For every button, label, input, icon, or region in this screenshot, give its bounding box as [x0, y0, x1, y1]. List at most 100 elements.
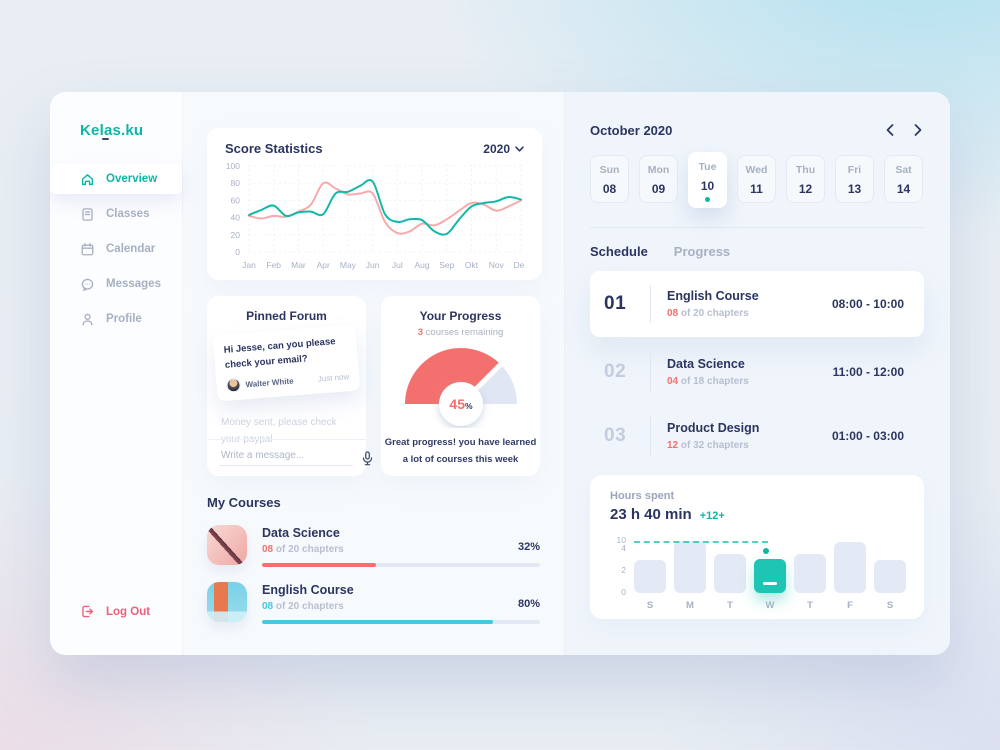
svg-text:80: 80 [231, 178, 241, 188]
message-input[interactable] [219, 450, 353, 466]
day-name: Wed [745, 164, 768, 176]
profile-icon [80, 312, 95, 327]
score-line-chart: 100 80 60 40 20 0 Jan Feb Mar Apr May Jun Jul Aug Sep O… [225, 156, 529, 277]
course-row[interactable]: Data Science 08 of 20 chapters 32% [207, 525, 540, 567]
day-name: Sat [895, 164, 912, 176]
logo-underline [102, 138, 109, 140]
schedule-item-title: Product Design [667, 421, 760, 435]
schedule-item-title: Data Science [667, 357, 745, 371]
day-card-wed[interactable]: Wed 11 [737, 155, 776, 203]
hours-y-tick: 4 [621, 543, 626, 553]
prev-month-button[interactable] [884, 122, 896, 138]
svg-text:20: 20 [231, 230, 241, 240]
day-card-sat[interactable]: Sat 14 [884, 155, 923, 203]
schedule-item[interactable]: 01 English Course 08 of 20 chapters 08:0… [590, 271, 924, 337]
course-name: Data Science [262, 526, 340, 540]
forum-note: Hi Jesse, can you please check your emai… [212, 324, 361, 402]
hours-total: 23 h 40 min [610, 506, 692, 523]
course-row[interactable]: English Course 08 of 20 chapters 80% [207, 582, 540, 624]
schedule-item-time: 01:00 - 03:00 [831, 429, 904, 443]
hours-target-dot [763, 548, 769, 554]
next-month-button[interactable] [912, 122, 924, 138]
hours-y-tick: 2 [621, 565, 626, 575]
day-card-fri[interactable]: Fri 13 [835, 155, 874, 203]
app-logo-text: Kelas.ku [80, 122, 144, 139]
hours-bar-chart: 10 4 2 0 S M T W T F S [610, 531, 906, 611]
schedule-item-number: 01 [604, 293, 627, 314]
pinned-forum-title: Pinned Forum [246, 309, 327, 323]
hours-day-label: T [807, 600, 813, 611]
day-number: 10 [700, 179, 715, 193]
tab-schedule[interactable]: Schedule [590, 244, 648, 259]
day-card-tue[interactable]: Tue 10 [688, 152, 727, 208]
message-composer [207, 439, 373, 476]
divider [650, 417, 651, 455]
chevron-left-icon [886, 124, 894, 136]
schedule-item-number: 03 [604, 425, 627, 446]
hours-day-label: F [847, 600, 853, 611]
divider [590, 227, 924, 228]
score-statistics-card: Score Statistics 2020 100 80 60 40 20 0 Jan Feb… [207, 128, 542, 280]
schedule-item-time: 08:00 - 10:00 [831, 297, 904, 311]
avatar [226, 378, 242, 394]
svg-text:Apr: Apr [317, 260, 330, 270]
sidebar-item-classes[interactable]: Classes [50, 199, 182, 229]
svg-text:Sep: Sep [439, 260, 454, 270]
logout-button[interactable]: Log Out [50, 604, 182, 619]
svg-text:60: 60 [231, 195, 241, 205]
schedule-item[interactable]: 02 Data Science 04 of 18 chapters 11:00 … [590, 343, 924, 401]
course-progress-bar [262, 620, 540, 624]
hours-y-tick: 10 [616, 535, 626, 545]
calendar-month-label: October 2020 [590, 122, 673, 138]
my-courses-list: Data Science 08 of 20 chapters 32% Engli… [207, 525, 540, 624]
schedule-item-chapters: 04 of 18 chapters [667, 376, 749, 387]
year-dropdown[interactable]: 2020 [483, 142, 524, 156]
sidebar-item-messages[interactable]: Messages [50, 269, 182, 299]
gauge-filled-arc [404, 347, 501, 404]
hours-bar-t4 [794, 554, 826, 593]
forum-note-message: Hi Jesse, can you please check your emai… [223, 336, 336, 371]
day-card-thu[interactable]: Thu 12 [786, 155, 825, 203]
day-number: 13 [847, 182, 862, 196]
course-chapters: 08 of 20 chapters [262, 601, 344, 612]
pinned-forum-card: Pinned Forum Hi Jesse, can you please ch… [207, 296, 373, 476]
day-name: Mon [647, 164, 670, 176]
courses-remaining-label: courses remaining [423, 327, 504, 338]
day-card-mon[interactable]: Mon 09 [639, 155, 678, 203]
sidebar-item-label: Profile [106, 313, 142, 325]
schedule-item[interactable]: 03 Product Design 12 of 32 chapters 01:0… [590, 407, 924, 465]
svg-text:Jan: Jan [242, 260, 256, 270]
logout-label: Log Out [106, 605, 151, 618]
day-number: 08 [602, 182, 617, 196]
hours-target-line [634, 541, 768, 543]
your-progress-title: Your Progress [419, 309, 502, 323]
svg-text:Feb: Feb [266, 260, 281, 270]
progress-gauge: 45% [381, 344, 540, 428]
day-card-sun[interactable]: Sun 08 [590, 155, 629, 203]
hours-bar-m1 [674, 541, 706, 593]
sidebar-item-overview[interactable]: Overview [50, 164, 182, 194]
sidebar-item-calendar[interactable]: Calendar [50, 234, 182, 264]
chevron-down-icon [515, 145, 524, 152]
svg-text:Jun: Jun [366, 260, 380, 270]
hours-bars [634, 541, 906, 593]
main-panel: Score Statistics 2020 100 80 60 40 20 0 Jan Feb… [182, 92, 565, 655]
forum-note-author: Walter White [245, 376, 294, 390]
schedule-item-number: 02 [604, 361, 627, 382]
svg-text:100: 100 [226, 161, 240, 171]
svg-text:Des: Des [513, 260, 524, 270]
day-number: 11 [750, 182, 763, 196]
logout-icon [80, 604, 95, 619]
hours-bar-s6 [874, 560, 906, 593]
sidebar-item-profile[interactable]: Profile [50, 304, 182, 334]
hours-day-label: T [727, 600, 733, 611]
sidebar-item-label: Messages [106, 278, 161, 290]
tab-progress[interactable]: Progress [673, 244, 731, 259]
day-name: Fri [847, 164, 862, 176]
mic-button[interactable] [361, 450, 374, 466]
hours-day-label: S [886, 600, 894, 611]
year-dropdown-value: 2020 [483, 141, 510, 156]
day-number: 09 [651, 182, 666, 196]
hours-spent-card: Hours spent 23 h 40 min +12+ 10 4 2 0 S M T W T F… [590, 475, 924, 619]
course-chapters: 08 of 20 chapters [262, 544, 344, 555]
